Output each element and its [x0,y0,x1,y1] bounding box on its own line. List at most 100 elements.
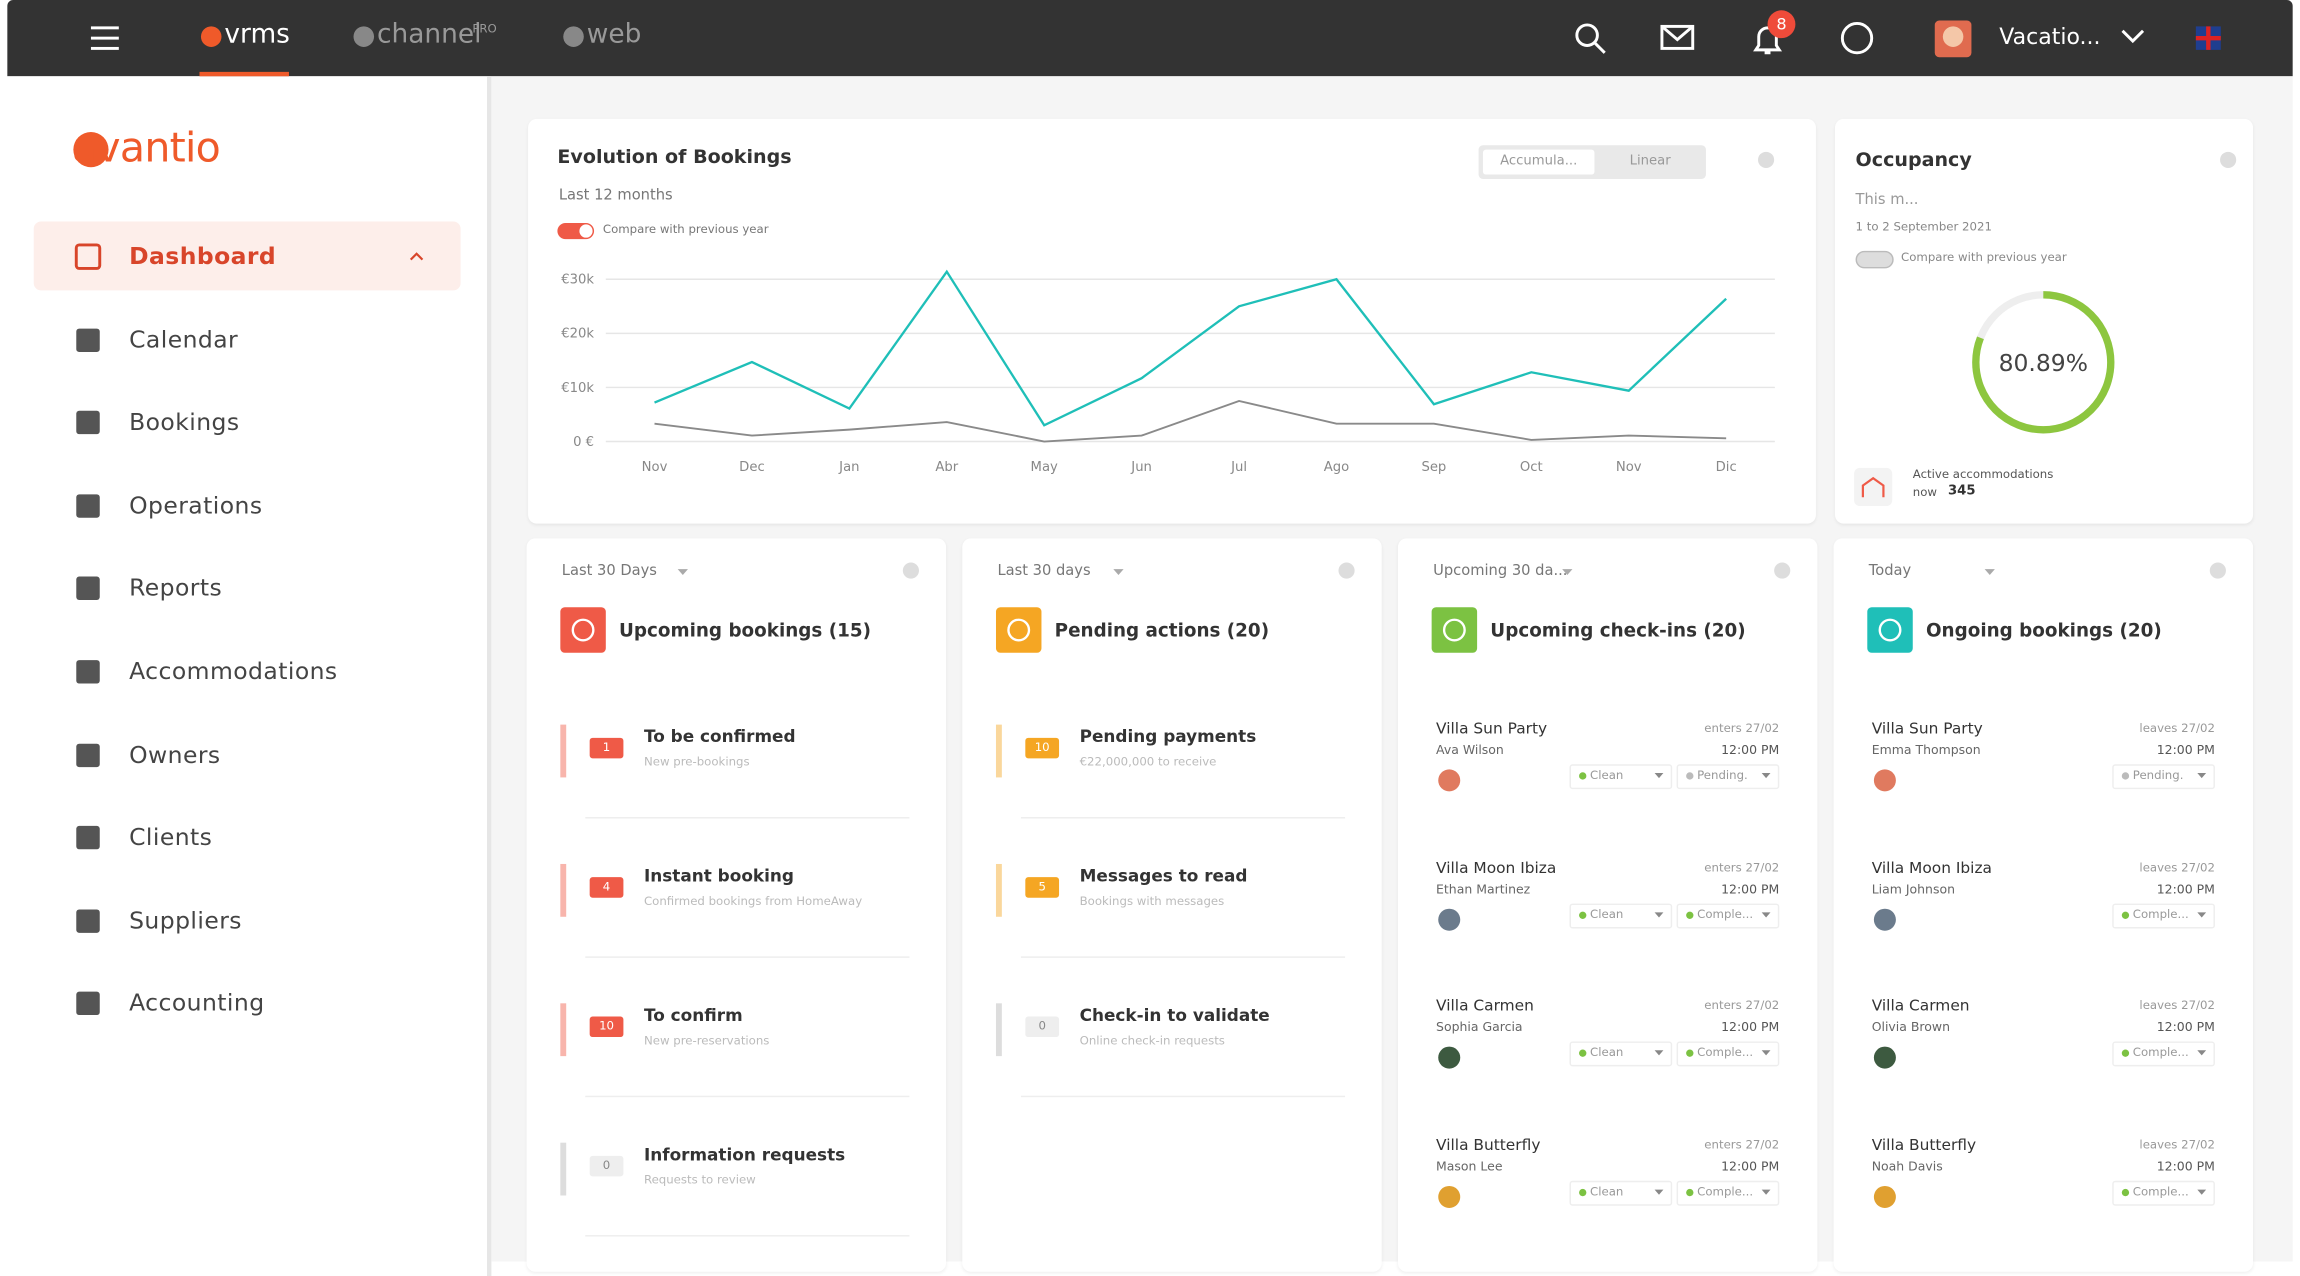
avatar-circle [1438,769,1461,792]
x-tick-label: Sep [1421,460,1446,475]
caret [2197,773,2207,779]
booking-date: enters 27/02 [1704,1137,1780,1151]
count-badge: 4 [589,877,624,898]
dot [2121,1188,2130,1196]
user-name[interactable]: Vacatio... [1999,23,2101,50]
menu-item[interactable]: Accommodations [129,657,338,686]
status-select[interactable] [2112,1041,2215,1067]
status-select[interactable] [1676,764,1780,790]
x-tick-label: Ago [1324,460,1349,475]
status-dot [2121,910,2130,919]
status-select[interactable] [2112,764,2215,790]
caret [1761,773,1771,779]
menu-icon [76,494,100,518]
caret [1654,1050,1664,1056]
menu-item[interactable]: Accounting [129,989,265,1018]
caret-shape [1654,773,1664,779]
dot [1579,1188,1587,1196]
guest-avatar [1438,1046,1461,1069]
item-subtitle: New pre-bookings [643,755,750,769]
period-select[interactable]: Upcoming 30 da... [1433,563,1568,580]
item-title[interactable]: Pending payments [1079,726,1257,747]
logo-circle [563,26,584,47]
card-title: Pending actions (20) [1054,619,1270,642]
period-select[interactable]: Today [1868,563,1912,580]
booking-time: 12:00 PM [2156,1159,2215,1175]
status-select[interactable] [2112,902,2215,928]
house [1861,476,1885,498]
menu-item[interactable]: Reports [129,574,223,602]
villa-name[interactable]: Villa Butterfly [1436,1136,1541,1154]
status-select[interactable] [1569,1041,1673,1067]
status-dot [1579,910,1587,919]
villa-name[interactable]: Villa Butterfly [1871,1136,1977,1154]
menu-item[interactable]: Suppliers [129,906,242,935]
menu-item[interactable]: Bookings [129,408,240,436]
caret-shape [1562,569,1573,576]
caret-shape [677,569,688,576]
guest-avatar [1873,907,1896,930]
mode-option[interactable]: Linear [1629,154,1671,169]
period-select[interactable]: This m... [1855,192,1919,209]
period-select[interactable]: Last 12 months [558,187,673,204]
villa-name[interactable]: Villa Carmen [1871,997,1970,1016]
status-select[interactable] [1676,1180,1780,1206]
info-icon [902,562,919,579]
guest-name: Sophia Garcia [1436,1020,1523,1036]
item-title[interactable]: To be confirmed [643,726,796,747]
avatar-circle [1873,1046,1896,1069]
logo-circle [200,26,222,47]
villa-name[interactable]: Villa Sun Party [1436,720,1548,738]
guest-name: Ethan Martinez [1436,882,1531,897]
period-select[interactable]: Last 30 Days [561,563,657,580]
status-select[interactable] [1676,1041,1780,1067]
y-tick-label: €30k [561,273,594,288]
item-title[interactable]: Instant booking [643,865,795,886]
item-bar [995,863,1002,917]
caret [1761,1188,1771,1195]
menu-icon-shape [76,826,100,850]
item-subtitle: New pre-reservations [643,1034,770,1048]
guest-avatar [1873,1185,1896,1208]
product-tab[interactable]: channel [376,19,482,50]
item-title[interactable]: Messages to read [1079,865,1248,886]
topbar [7,0,2293,77]
period-select[interactable]: Last 30 days [997,563,1091,580]
menu-item[interactable]: Calendar [129,325,239,353]
menu-item[interactable]: Dashboard [129,242,277,270]
card-title: Upcoming check-ins (20) [1490,619,1746,642]
caret [1761,1050,1771,1056]
menu-item[interactable]: Operations [129,491,263,519]
caret [2197,911,2207,917]
villa-name[interactable]: Villa Moon Ibiza [1436,858,1557,877]
status-select[interactable] [1569,1180,1673,1206]
compare-toggle[interactable] [1855,250,1894,269]
menu-item[interactable]: Clients [129,823,213,852]
item-title[interactable]: To confirm [643,1004,743,1026]
active-count: 345 [1947,484,1976,499]
status-select[interactable] [2112,1180,2215,1206]
villa-name[interactable]: Villa Moon Ibiza [1871,858,1992,877]
item-title[interactable]: Information requests [643,1144,846,1165]
status-select[interactable] [1676,902,1780,928]
product-tab[interactable]: web [586,19,642,50]
product-tab[interactable]: vrms [224,19,290,50]
item-title[interactable]: Check-in to validate [1079,1004,1270,1026]
separator [1020,956,1346,958]
status-select[interactable] [1569,902,1673,928]
villa-name[interactable]: Villa Carmen [1436,997,1534,1016]
status-select[interactable] [1569,764,1673,790]
status-label: Clean [1590,1184,1624,1198]
icon-bg [560,607,606,653]
dot [1579,910,1587,919]
separator [585,1235,910,1237]
mode-option[interactable]: Accumula... [1482,149,1595,175]
menu-item[interactable]: Owners [129,740,221,769]
product-logo-mark [200,26,222,47]
avatar-face [1942,26,1964,47]
status-dot [1686,772,1694,780]
count-badge: 0 [1025,1016,1060,1038]
status-dot [2121,772,2130,780]
flag-cross [2195,26,2221,50]
villa-name[interactable]: Villa Sun Party [1871,720,1983,738]
